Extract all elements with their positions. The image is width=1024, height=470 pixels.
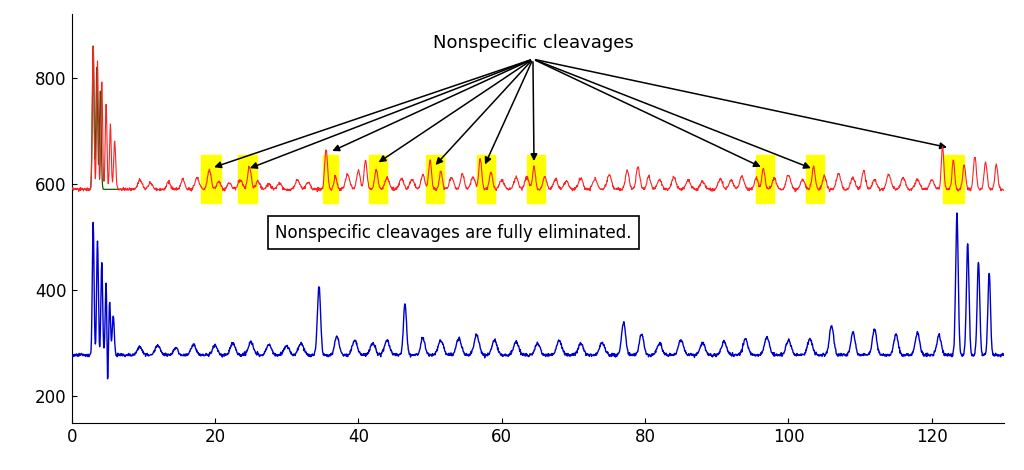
- Bar: [201, 155, 221, 203]
- Bar: [807, 155, 824, 203]
- Bar: [323, 155, 338, 203]
- Bar: [369, 155, 387, 203]
- Text: Nonspecific cleavages: Nonspecific cleavages: [432, 34, 633, 52]
- Bar: [756, 155, 774, 203]
- Text: Nonspecific cleavages are fully eliminated.: Nonspecific cleavages are fully eliminat…: [275, 224, 632, 242]
- Bar: [238, 155, 257, 203]
- Bar: [427, 155, 444, 203]
- Bar: [477, 155, 495, 203]
- Bar: [943, 155, 965, 203]
- Bar: [526, 155, 545, 203]
